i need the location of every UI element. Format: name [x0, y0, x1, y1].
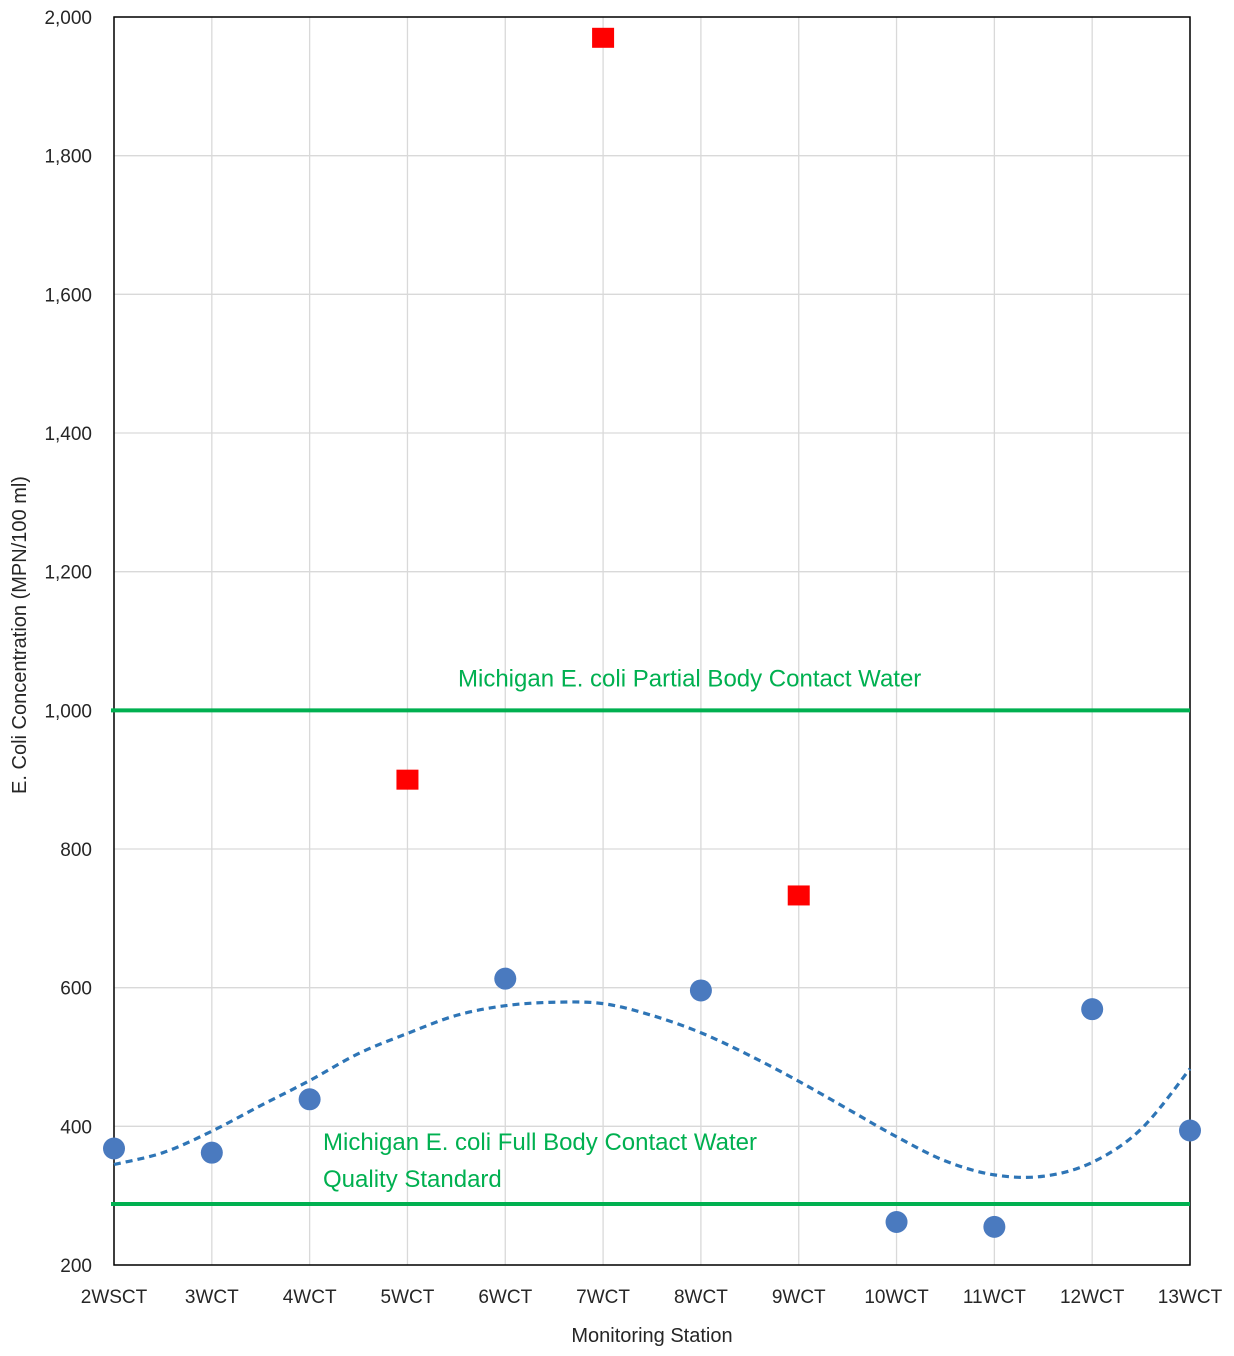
x-tick-label: 3WCT [185, 1287, 239, 1308]
y-axis-title: E. Coli Concentration (MPN/100 ml) [9, 476, 31, 794]
y-tick-label: 2,000 [44, 8, 92, 29]
data-point-circle [885, 1211, 908, 1234]
data-point-square [787, 885, 810, 906]
x-tick-label: 6WCT [478, 1287, 532, 1308]
plot-area-border [113, 16, 1191, 1266]
y-tick-label: 400 [60, 1117, 92, 1138]
y-tick-label: 1,200 [44, 563, 92, 584]
reference-line-label: Michigan E. coli Partial Body Contact Wa… [458, 665, 921, 692]
x-tick-label: 8WCT [674, 1287, 728, 1308]
axis-layer: 2WSCT 3WCT 4WCT 5WCT 6WCT 7WCT 8WCT 9WCT 10WCT 11… [44, 8, 1222, 1308]
grid-layer [113, 16, 1191, 1266]
y-tick-label: 800 [60, 840, 92, 861]
x-tick-label: 9WCT [772, 1287, 826, 1308]
reference-line-label: Michigan E. coli Full Body Contact Water [323, 1129, 757, 1156]
y-tick-label: 200 [60, 1256, 92, 1277]
y-tick-label: 1,600 [44, 285, 92, 306]
data-point-circle [1179, 1119, 1201, 1142]
data-point-circle [298, 1088, 321, 1111]
data-point-circle [1081, 998, 1104, 1021]
data-point-circle [689, 979, 712, 1002]
data-point-circle [200, 1141, 223, 1164]
y-tick-label: 1,800 [44, 147, 92, 168]
data-point-circle [494, 967, 517, 990]
x-axis-title: Monitoring Station [571, 1325, 732, 1347]
x-tick-label: 5WCT [381, 1287, 435, 1308]
data-point-square [396, 769, 419, 790]
data-point-square [592, 27, 615, 48]
x-tick-label: 10WCT [864, 1287, 929, 1308]
data-point-circle [103, 1137, 125, 1160]
points-layer [103, 27, 1201, 1238]
x-tick-label: 11WCT [963, 1287, 1026, 1308]
x-tick-label: 7WCT [576, 1287, 630, 1308]
reference-lines-layer: Michigan E. coli Partial Body Contact Wa… [111, 665, 1190, 1206]
x-tick-label: 13WCT [1158, 1287, 1223, 1308]
data-point-circle [983, 1215, 1006, 1238]
y-tick-label: 1,400 [44, 424, 92, 445]
reference-line-label: Quality Standard [323, 1166, 502, 1193]
y-tick-label: 600 [60, 979, 92, 1000]
x-tick-label: 2WSCT [81, 1287, 148, 1308]
x-tick-label: 12WCT [1060, 1287, 1125, 1308]
y-tick-label: 1,000 [44, 701, 92, 722]
x-tick-label: 4WCT [283, 1287, 337, 1308]
